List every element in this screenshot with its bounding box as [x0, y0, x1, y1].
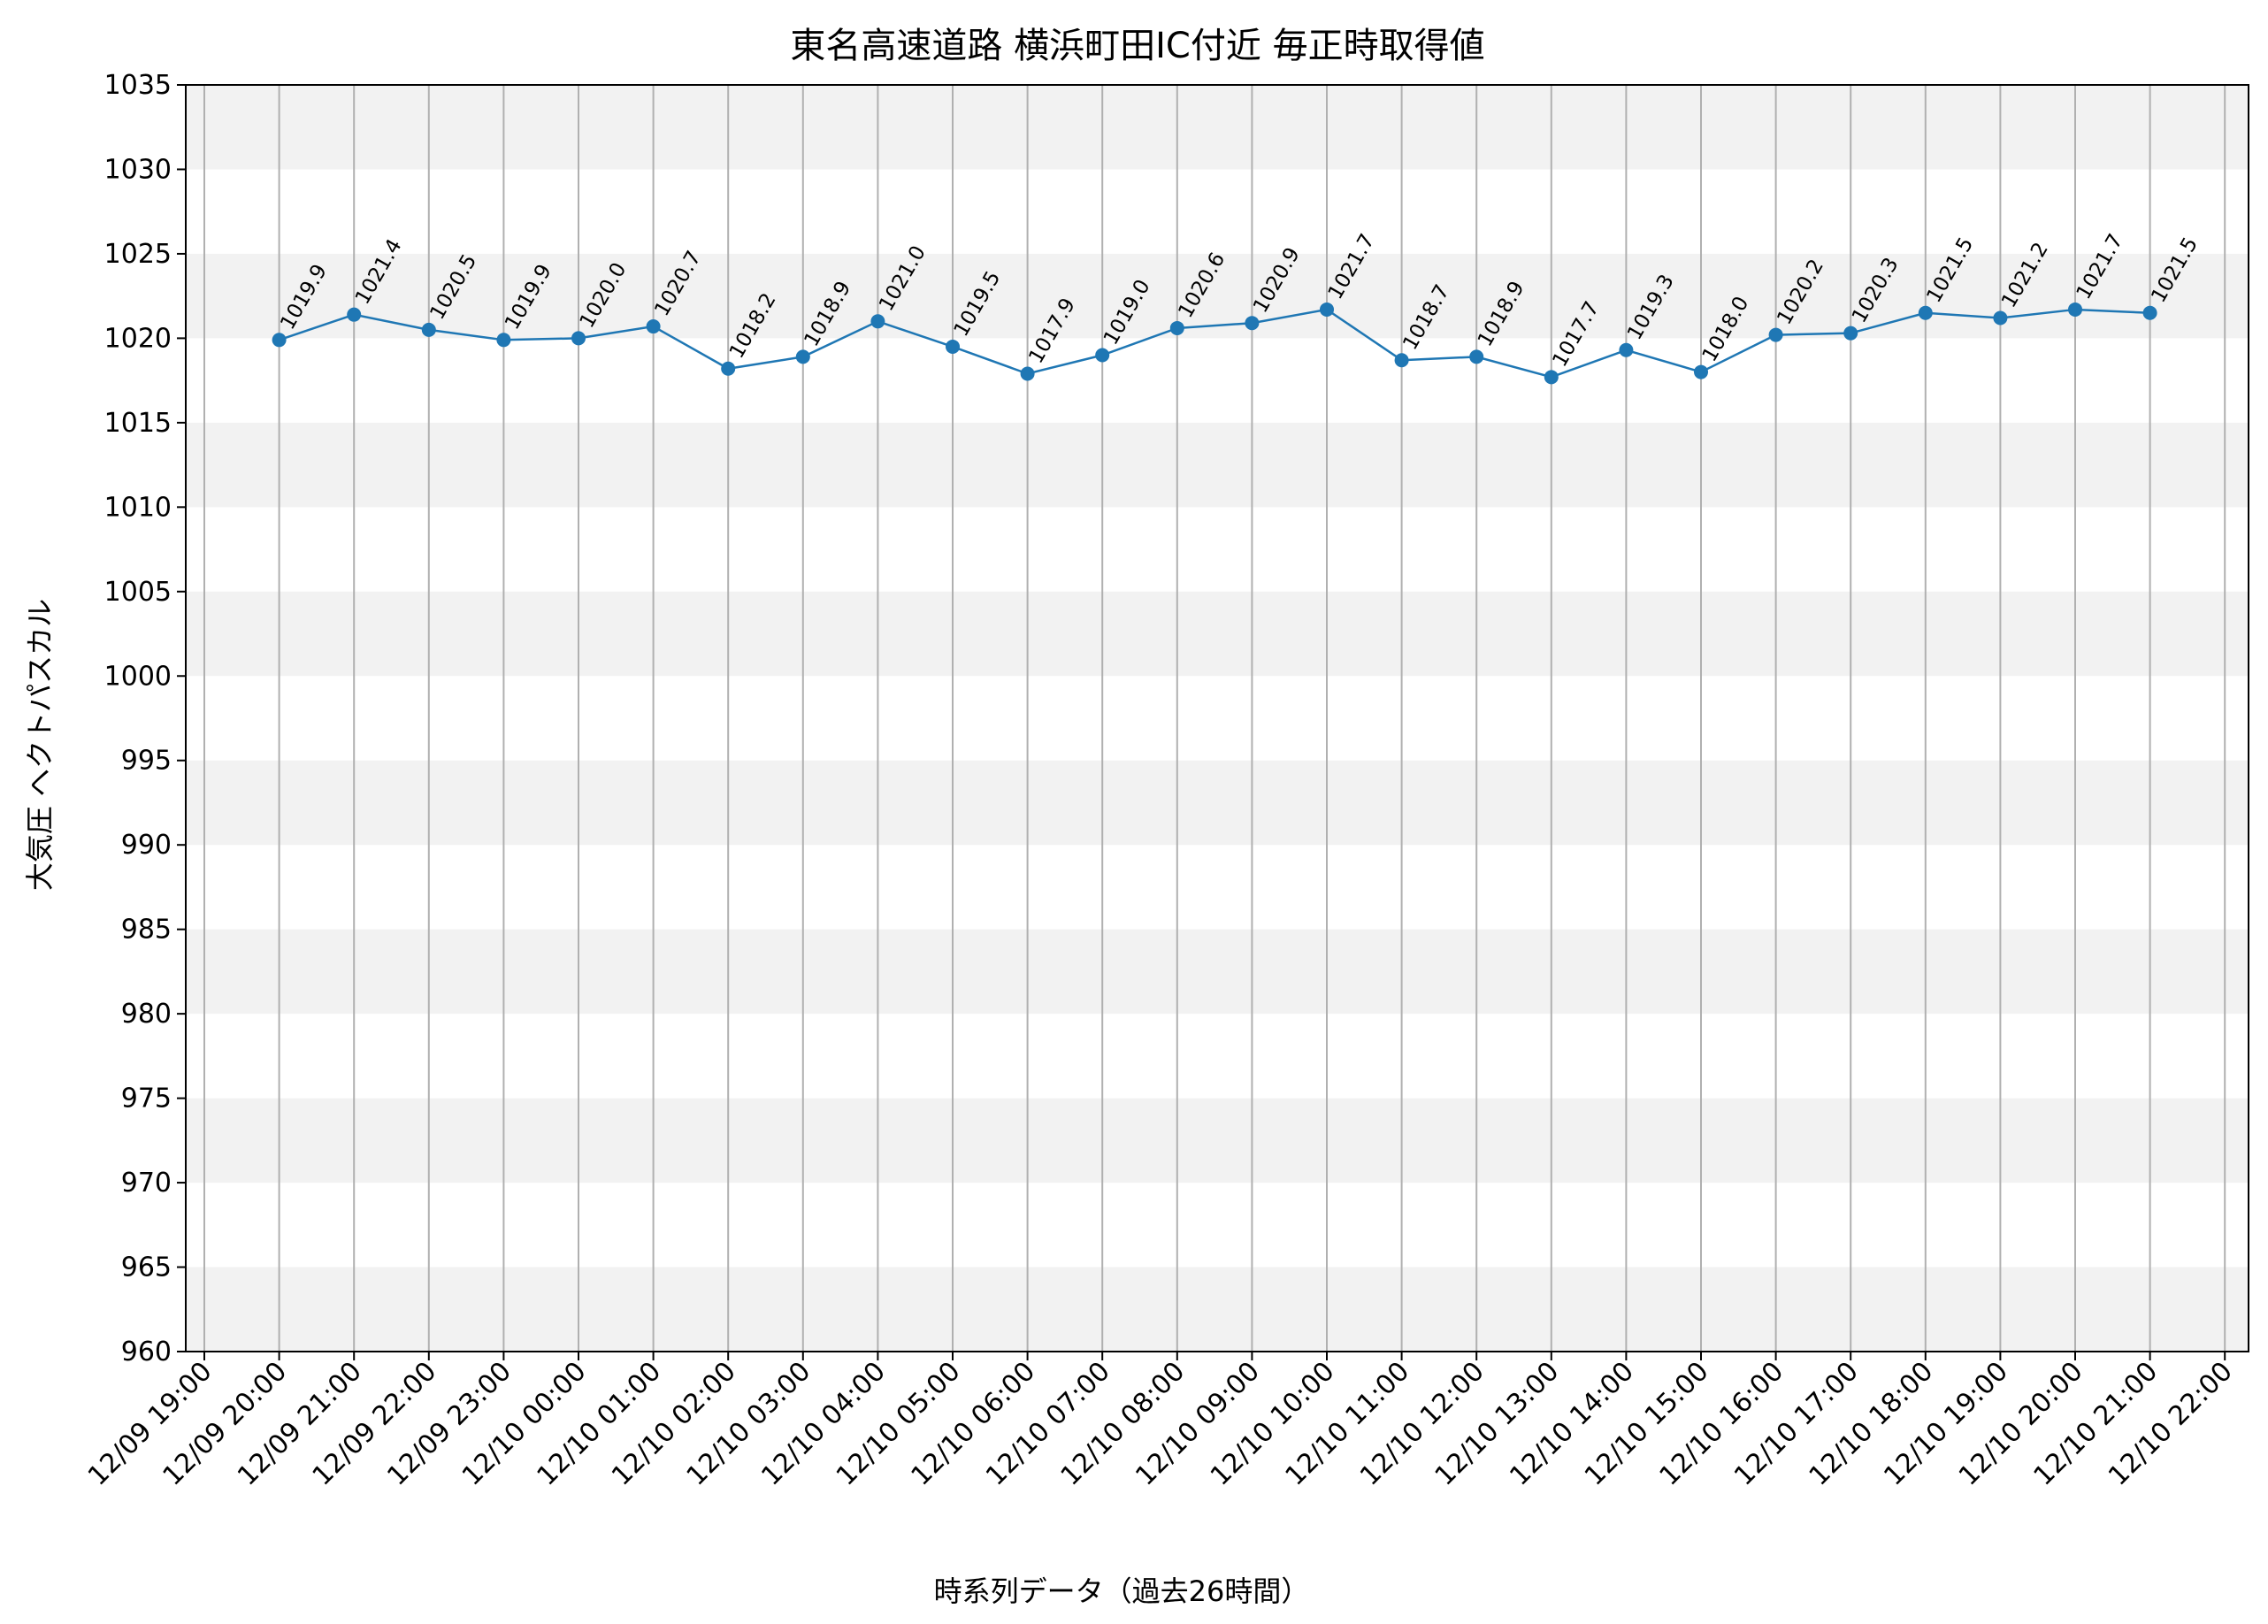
band — [186, 591, 2249, 677]
x-axis-label: 時系列データ（過去26時間） — [934, 1574, 1310, 1608]
data-point — [571, 331, 586, 346]
data-point — [1095, 348, 1110, 363]
series-line-group — [279, 308, 2150, 379]
data-point — [1394, 353, 1409, 368]
data-point — [870, 314, 885, 329]
data-point — [1694, 364, 1708, 379]
data-point — [1320, 302, 1334, 317]
data-point — [1918, 305, 1933, 320]
chart-title: 東名高速道路 横浜町田IC付近 毎正時取得値 — [790, 26, 1484, 66]
band — [186, 422, 2249, 508]
data-points — [272, 302, 2157, 385]
band — [186, 1098, 2249, 1184]
y-axis-label: 大気圧 ヘクトパスカル — [23, 599, 57, 891]
band — [186, 1267, 2249, 1352]
y-tick-label: 995 — [121, 746, 172, 777]
data-point — [1544, 370, 1559, 385]
data-point — [1993, 310, 2008, 326]
data-point — [2142, 305, 2157, 320]
data-point — [1843, 326, 1858, 341]
y-tick-label: 1035 — [104, 70, 172, 101]
band — [186, 760, 2249, 846]
band — [186, 253, 2249, 339]
y-tick-label: 970 — [121, 1168, 172, 1199]
data-point — [721, 361, 736, 376]
y-tick-label: 1025 — [104, 239, 172, 270]
y-tick-label: 1000 — [104, 661, 172, 692]
band — [186, 929, 2249, 1015]
y-axis-ticks: 960 965 970 975 980 985 990 995 1000 1005 1010 1015… — [104, 70, 186, 1367]
data-point — [1619, 342, 1634, 357]
y-tick-label: 1010 — [104, 492, 172, 523]
y-tick-label: 1020 — [104, 323, 172, 354]
y-tick-label: 980 — [121, 999, 172, 1030]
data-point — [946, 339, 960, 354]
vertical-gridlines — [203, 85, 2226, 1352]
data-point — [2068, 302, 2082, 317]
y-tick-label: 1015 — [104, 408, 172, 439]
y-tick-label: 985 — [121, 915, 172, 946]
plot-frame — [185, 84, 2249, 1352]
data-point — [646, 319, 661, 334]
data-point — [1768, 327, 1783, 342]
data-point — [347, 307, 362, 322]
background-bands — [186, 85, 2249, 1352]
data-point — [496, 333, 511, 348]
y-tick-label: 1005 — [104, 577, 172, 608]
series-line — [279, 308, 2150, 379]
data-point — [1245, 316, 1260, 331]
data-point — [1469, 349, 1484, 364]
data-point — [1169, 320, 1184, 335]
y-tick-label: 975 — [121, 1084, 172, 1115]
y-tick-label: 1030 — [104, 154, 172, 185]
y-tick-label: 965 — [121, 1252, 172, 1283]
y-tick-label: 990 — [121, 830, 172, 861]
data-point — [272, 333, 287, 348]
data-point — [421, 322, 436, 337]
data-point — [795, 349, 810, 364]
band — [186, 85, 2249, 170]
y-tick-label: 960 — [121, 1337, 172, 1367]
data-point — [1020, 366, 1035, 381]
